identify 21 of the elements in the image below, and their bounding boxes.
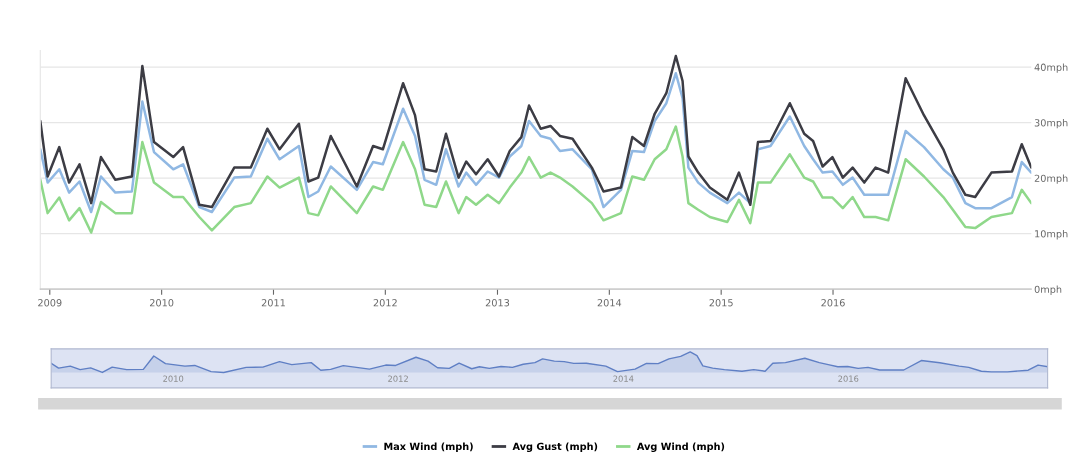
y-tick-label: 10mph — [1035, 229, 1068, 240]
x-tick-label: 2016 — [838, 375, 859, 382]
y-tick-label: 30mph — [1034, 118, 1068, 129]
x-tick-label: 2014 — [613, 375, 634, 382]
y-tick-label: 20mph — [1034, 174, 1068, 184]
x-tick-label: 2012 — [388, 375, 408, 382]
y-tick-label: 0mph — [1034, 285, 1062, 295]
x-tick-label: 2010 — [149, 299, 174, 307]
x-tick-label: 2012 — [373, 299, 397, 307]
x-tick-label: 2009 — [38, 299, 62, 307]
legend-label: Avg Wind (mph) — [636, 442, 725, 452]
x-tick-label: 2015 — [709, 299, 733, 307]
x-tick-label: 2010 — [163, 375, 184, 382]
x-tick-label: 2011 — [261, 299, 285, 307]
x-tick-label: 2016 — [821, 299, 845, 307]
x-tick-label: 2013 — [485, 299, 510, 307]
x-tick-label: 2014 — [597, 299, 622, 307]
line-series — [40, 125, 1032, 234]
legend-label: Max Wind (mph) — [384, 442, 473, 452]
legend-label: Avg Gust (mph) — [512, 442, 598, 452]
y-tick-label: 40mph — [1034, 63, 1068, 73]
